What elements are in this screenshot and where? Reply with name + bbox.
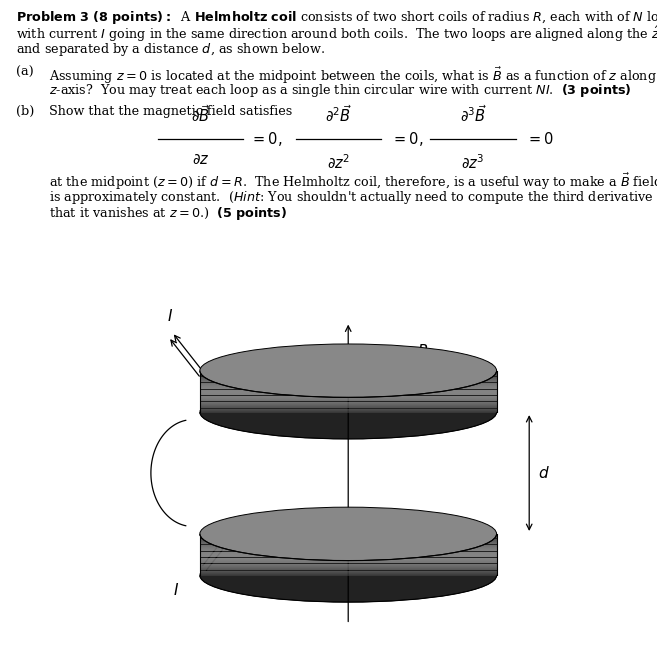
Text: is approximately constant.  ($\mathit{Hint}$: You shouldn't actually need to com: is approximately constant. ($\mathit{Hin… [49, 189, 657, 206]
Ellipse shape [200, 549, 497, 602]
Text: (b): (b) [16, 105, 35, 118]
Text: $\mathbf{Problem\ 3\ (8\ points):}$  A $\mathbf{Helmholtz\ coil}$ consists of tw: $\mathbf{Problem\ 3\ (8\ points):}$ A $\… [16, 9, 657, 26]
Text: $\partial z^3$: $\partial z^3$ [461, 153, 485, 171]
Ellipse shape [200, 386, 497, 439]
Text: $I$: $I$ [167, 308, 173, 324]
Text: $= 0$: $= 0$ [526, 131, 554, 147]
Text: $z$-axis?  You may treat each loop as a single thin circular wire with current $: $z$-axis? You may treat each loop as a s… [49, 82, 632, 99]
Text: $d$: $d$ [538, 465, 550, 481]
Text: Assuming $z = 0$ is located at the midpoint between the coils, what is $\vec{B}$: Assuming $z = 0$ is located at the midpo… [49, 66, 657, 86]
Text: $\partial^3\vec{B}$: $\partial^3\vec{B}$ [460, 104, 486, 125]
Text: $R$: $R$ [417, 343, 428, 359]
Text: at the midpoint ($z = 0$) if $d = R$.  The Helmholtz coil, therefore, is a usefu: at the midpoint ($z = 0$) if $d = R$. Th… [49, 172, 657, 193]
Text: $= 0,$: $= 0,$ [250, 129, 282, 148]
Text: $\partial^2\vec{B}$: $\partial^2\vec{B}$ [325, 104, 351, 125]
Text: $\partial z$: $\partial z$ [192, 153, 209, 167]
Ellipse shape [200, 507, 497, 560]
Text: $\partial\vec{B}$: $\partial\vec{B}$ [191, 104, 210, 125]
Text: Show that the magnetic field satisfies: Show that the magnetic field satisfies [49, 105, 292, 118]
Ellipse shape [200, 344, 497, 397]
Text: $I$: $I$ [173, 582, 179, 598]
Text: $\partial z^2$: $\partial z^2$ [327, 153, 350, 171]
Text: that it vanishes at $z = 0$.)  $\mathbf{(5\ points)}$: that it vanishes at $z = 0$.) $\mathbf{(… [49, 205, 288, 222]
Text: (a): (a) [16, 66, 34, 79]
Polygon shape [200, 371, 497, 412]
Polygon shape [200, 534, 497, 576]
Text: with current $I$ going in the same direction around both coils.  The two loops a: with current $I$ going in the same direc… [16, 25, 657, 44]
Text: and separated by a distance $d$, as shown below.: and separated by a distance $d$, as show… [16, 41, 326, 58]
Text: $= 0,$: $= 0,$ [391, 129, 423, 148]
